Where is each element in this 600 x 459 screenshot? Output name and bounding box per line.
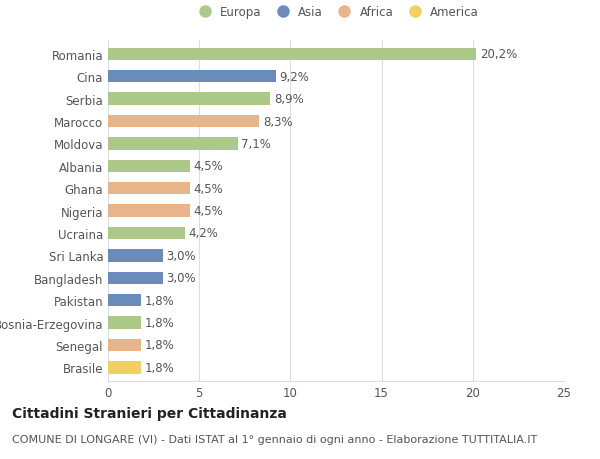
Bar [108, 116, 259, 128]
Text: 3,0%: 3,0% [166, 249, 196, 262]
Bar [108, 294, 141, 307]
Text: 8,3%: 8,3% [263, 115, 293, 128]
Bar [108, 71, 276, 83]
Bar [108, 205, 190, 217]
Bar [108, 361, 141, 374]
Text: 3,0%: 3,0% [166, 272, 196, 285]
Text: 1,8%: 1,8% [145, 361, 174, 374]
Text: 1,8%: 1,8% [145, 316, 174, 330]
Text: 1,8%: 1,8% [145, 294, 174, 307]
Text: 9,2%: 9,2% [280, 71, 310, 84]
Text: 8,9%: 8,9% [274, 93, 304, 106]
Bar [108, 250, 163, 262]
Text: 4,2%: 4,2% [188, 227, 218, 240]
Bar [108, 160, 190, 173]
Bar [108, 317, 141, 329]
Bar [108, 227, 185, 240]
Text: 4,5%: 4,5% [194, 160, 223, 173]
Text: 7,1%: 7,1% [241, 138, 271, 151]
Text: COMUNE DI LONGARE (VI) - Dati ISTAT al 1° gennaio di ogni anno - Elaborazione TU: COMUNE DI LONGARE (VI) - Dati ISTAT al 1… [12, 434, 537, 444]
Legend: Europa, Asia, Africa, America: Europa, Asia, Africa, America [193, 6, 479, 19]
Text: 4,5%: 4,5% [194, 182, 223, 195]
Bar [108, 339, 141, 351]
Text: 1,8%: 1,8% [145, 339, 174, 352]
Text: 4,5%: 4,5% [194, 205, 223, 218]
Text: 20,2%: 20,2% [480, 48, 517, 61]
Bar [108, 49, 476, 61]
Bar [108, 272, 163, 284]
Bar [108, 138, 238, 150]
Bar [108, 93, 271, 106]
Bar [108, 183, 190, 195]
Text: Cittadini Stranieri per Cittadinanza: Cittadini Stranieri per Cittadinanza [12, 406, 287, 420]
